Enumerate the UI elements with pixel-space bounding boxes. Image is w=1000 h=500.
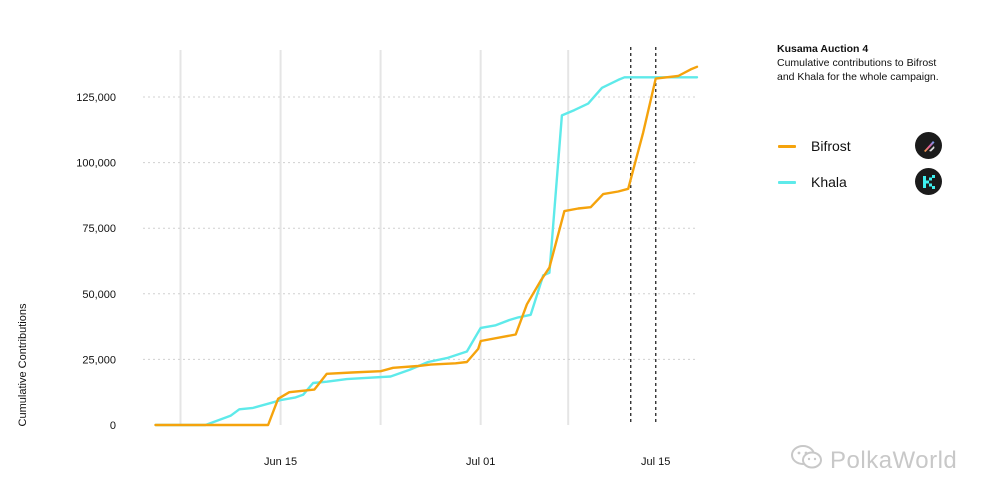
watermark: PolkaWorld — [790, 444, 957, 477]
wechat-icon — [790, 444, 824, 477]
y-tick-label: 25,000 — [82, 354, 116, 366]
series-lines — [154, 65, 699, 427]
x-tick-label: Jul 01 — [466, 456, 495, 468]
dashed-markers — [630, 47, 657, 425]
bifrost-logo-icon — [915, 132, 942, 159]
vertical-gridlines — [179, 50, 570, 425]
chart-description: Kusama Auction 4 Cumulative contribution… — [777, 42, 977, 84]
horizontal-gridlines — [143, 96, 697, 360]
x-tick-label: Jul 15 — [641, 456, 670, 468]
legend-label-bifrost: Bifrost — [811, 138, 851, 154]
legend-swatch-bifrost — [778, 144, 796, 148]
y-tick-label: 100,000 — [76, 158, 116, 170]
y-tick-label: 75,000 — [82, 223, 116, 235]
series-line-bifrost — [154, 65, 699, 427]
legend-item-khala: Khala — [778, 168, 948, 196]
legend-item-bifrost: Bifrost — [778, 132, 948, 160]
x-axis-ticks: Jun 15 Jul 01 Jul 15 — [264, 456, 670, 468]
chart-title: Kusama Auction 4 — [777, 43, 869, 55]
chart-subtitle: Cumulative contributions to Bifrost and … — [777, 57, 939, 83]
legend-label-khala: Khala — [811, 174, 847, 190]
series-line-khala — [154, 76, 699, 427]
y-tick-label: 0 — [110, 420, 116, 432]
legend-swatch-khala — [778, 180, 796, 184]
x-tick-label: Jun 15 — [264, 456, 297, 468]
watermark-text: PolkaWorld — [830, 446, 958, 474]
y-axis-label: Cumulative Contributions — [17, 303, 29, 426]
khala-logo-icon — [915, 168, 942, 195]
y-tick-label: 50,000 — [82, 289, 116, 301]
y-tick-label: 125,000 — [76, 92, 116, 104]
y-axis-ticks: 0 25,000 50,000 75,000 100,000 125,000 — [76, 92, 116, 432]
